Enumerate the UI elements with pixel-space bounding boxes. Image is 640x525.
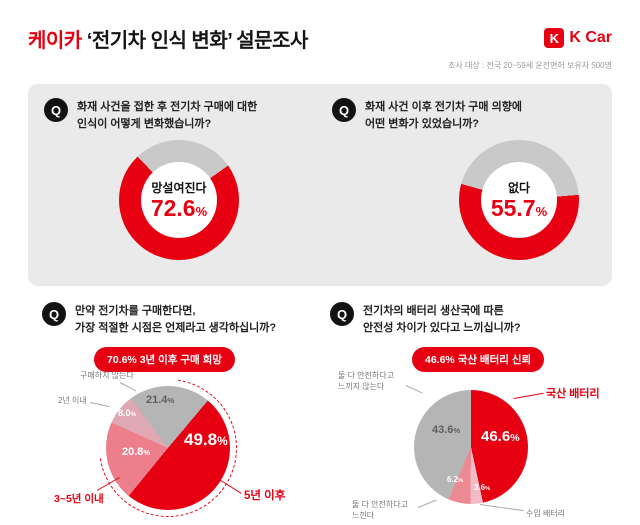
brand-name: 케이카 [28,30,82,52]
question-4-line1: 전기차의 배터리 생산국에 따른 [363,305,504,317]
donut-2-answer-label: 없다 [507,180,531,195]
donut-1-value-number: 72.6 [150,194,196,221]
donut-chart-perception: 망설여진다 72.6% [119,140,239,260]
label-3-5y: 3~5년 이내 [54,493,104,505]
question-2: Q 화재 사건 이후 전기차 구매 의향에 어떤 변화가 있었습니까? [332,98,522,132]
question-1-text: 화재 사건을 접한 후 전기차 구매에 대한 인식이 어떻게 변화했습니까? [77,98,257,132]
label-imported-battery: 수입 배터리 [526,509,566,518]
leader-line [479,504,524,512]
question-3-line2: 가장 적절한 시점은 언제라고 생각하십니까? [75,321,277,334]
question-4: Q 전기차의 배터리 생산국에 따른 안전성 차이가 있다고 느끼십니까? [330,302,521,336]
question-4-line2: 안전성 차이가 있다고 느끼십니까? [363,321,521,334]
pct-imported: 3.6% [474,483,491,492]
label-domestic-battery: 국산 배터리 [546,388,600,400]
label-no-purchase: 구매하지 않는다 [80,371,134,380]
q-icon: Q [330,302,354,326]
question-3-line1: 만약 전기차를 구매한다면, [75,305,196,317]
label-after-5y: 5년 이후 [244,490,286,502]
donut-chart-intention: 없다 55.7% [459,140,579,260]
question-1: Q 화재 사건을 접한 후 전기차 구매에 대한 인식이 어떻게 변화했습니까? [44,98,257,132]
kcar-logo-icon: K [544,28,565,48]
donut-1-answer-value: 72.6% [150,194,208,221]
question-2-text: 화재 사건 이후 전기차 구매 의향에 어떤 변화가 있었습니까? [365,98,522,132]
leader-line [119,382,137,392]
pct-neither: 43.6% [432,424,461,436]
pct-no-purchase: 21.4% [146,394,175,406]
pct-both-safe: 6.2% [447,475,464,484]
donut-2-answer-value: 55.7% [490,194,548,221]
question-3: Q 만약 전기차를 구매한다면, 가장 적절한 시점은 언제라고 생각하십니까? [42,302,276,336]
question-2-line2: 어떤 변화가 있었습니까? [365,117,480,130]
badge-purchase-timing: 70.6% 3년 이후 구매 희망 [94,347,235,372]
pie-chart-battery-origin [414,390,528,504]
q-icon: Q [332,98,356,122]
leader-line [513,392,544,399]
kcar-logo: K K Car [544,28,612,48]
q-icon: Q [42,302,66,326]
label-both-safe: 둘 다 안전하다고 느낀다 [352,500,408,520]
badge-battery-trust: 46.6% 국산 배터리 신뢰 [412,347,545,372]
survey-note: 조사 대상 : 전국 20~59세 운전면허 보유자 500명 [448,61,612,70]
kcar-logo-text: K Car [569,29,612,46]
leader-line [405,385,423,394]
donut-chart-intention-center: 없다 55.7% [481,162,557,238]
page-title-text: ‘전기차 인식 변화’ 설문조사 [81,30,309,52]
label-within-2y: 2년 이내 [58,396,87,405]
label-neither-safe: 둘 다 안전하다고 느끼지 않는다 [338,371,394,391]
donut-1-value-unit: % [195,203,208,219]
pct-3-5y: 20.8% [122,446,151,458]
question-2-line1: 화재 사건 이후 전기차 구매 의향에 [365,101,522,113]
pct-domestic: 46.6% [481,428,520,445]
question-3-text: 만약 전기차를 구매한다면, 가장 적절한 시점은 언제라고 생각하십니까? [75,302,276,336]
donut-1-answer-label: 망설여진다 [151,180,207,195]
donut-chart-perception-center: 망설여진다 72.6% [141,162,217,238]
page-title: 케이카 ‘전기차 인식 변화’ 설문조사 [28,24,308,53]
leader-line [417,499,437,508]
question-4-text: 전기차의 배터리 생산국에 따른 안전성 차이가 있다고 느끼십니까? [363,302,521,336]
pct-within-2y: 8.0% [118,408,137,418]
question-1-line2: 인식이 어떻게 변화했습니까? [77,117,212,130]
question-1-line1: 화재 사건을 접한 후 전기차 구매에 대한 [77,101,258,113]
q-icon: Q [44,98,68,122]
donut-2-value-unit: % [535,203,548,219]
pct-after-5y: 49.8% [184,430,228,449]
leader-line [89,402,110,408]
donut-2-value-number: 55.7 [490,194,536,221]
